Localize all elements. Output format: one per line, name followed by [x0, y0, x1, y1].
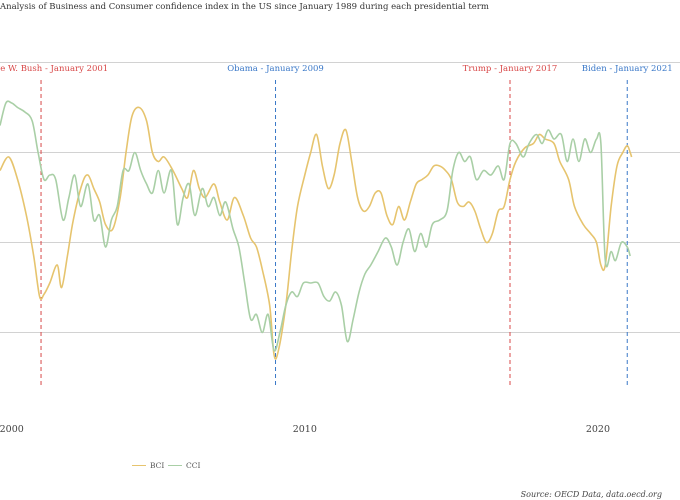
- x-tick-label-1: 2010: [293, 424, 317, 435]
- legend-item-bci[interactable]: BCI: [132, 461, 164, 470]
- event-label-1: Obama - January 2009: [227, 64, 324, 74]
- x-axis-ticks: 2000 2010 2020: [0, 424, 610, 435]
- legend-label-bci: BCI: [150, 461, 165, 470]
- legend-label-cci: CCI: [186, 461, 201, 470]
- x-tick-label-0: 2000: [0, 424, 24, 435]
- grid-lines: [0, 62, 680, 333]
- source-note: Source: OECD Data, data.oecd.org: [520, 490, 662, 499]
- legend-item-cci[interactable]: CCI: [168, 461, 200, 470]
- presidential-term-markers: George W. Bush - January 2001 Obama - Jan…: [0, 64, 673, 386]
- event-label-2: Trump - January 2017: [463, 64, 558, 74]
- x-tick-label-2: 2020: [586, 424, 610, 435]
- legend-swatch-cci: [168, 465, 182, 466]
- data-series: [0, 100, 633, 360]
- event-label-0: George W. Bush - January 2001: [0, 64, 108, 74]
- event-label-3: Biden - January 2021: [582, 64, 673, 74]
- series-line-bci: [0, 106, 633, 360]
- legend-swatch-bci: [132, 465, 146, 466]
- chart-subtitle: Analysis of Business and Consumer confid…: [0, 2, 489, 12]
- series-line-cci: [0, 100, 631, 352]
